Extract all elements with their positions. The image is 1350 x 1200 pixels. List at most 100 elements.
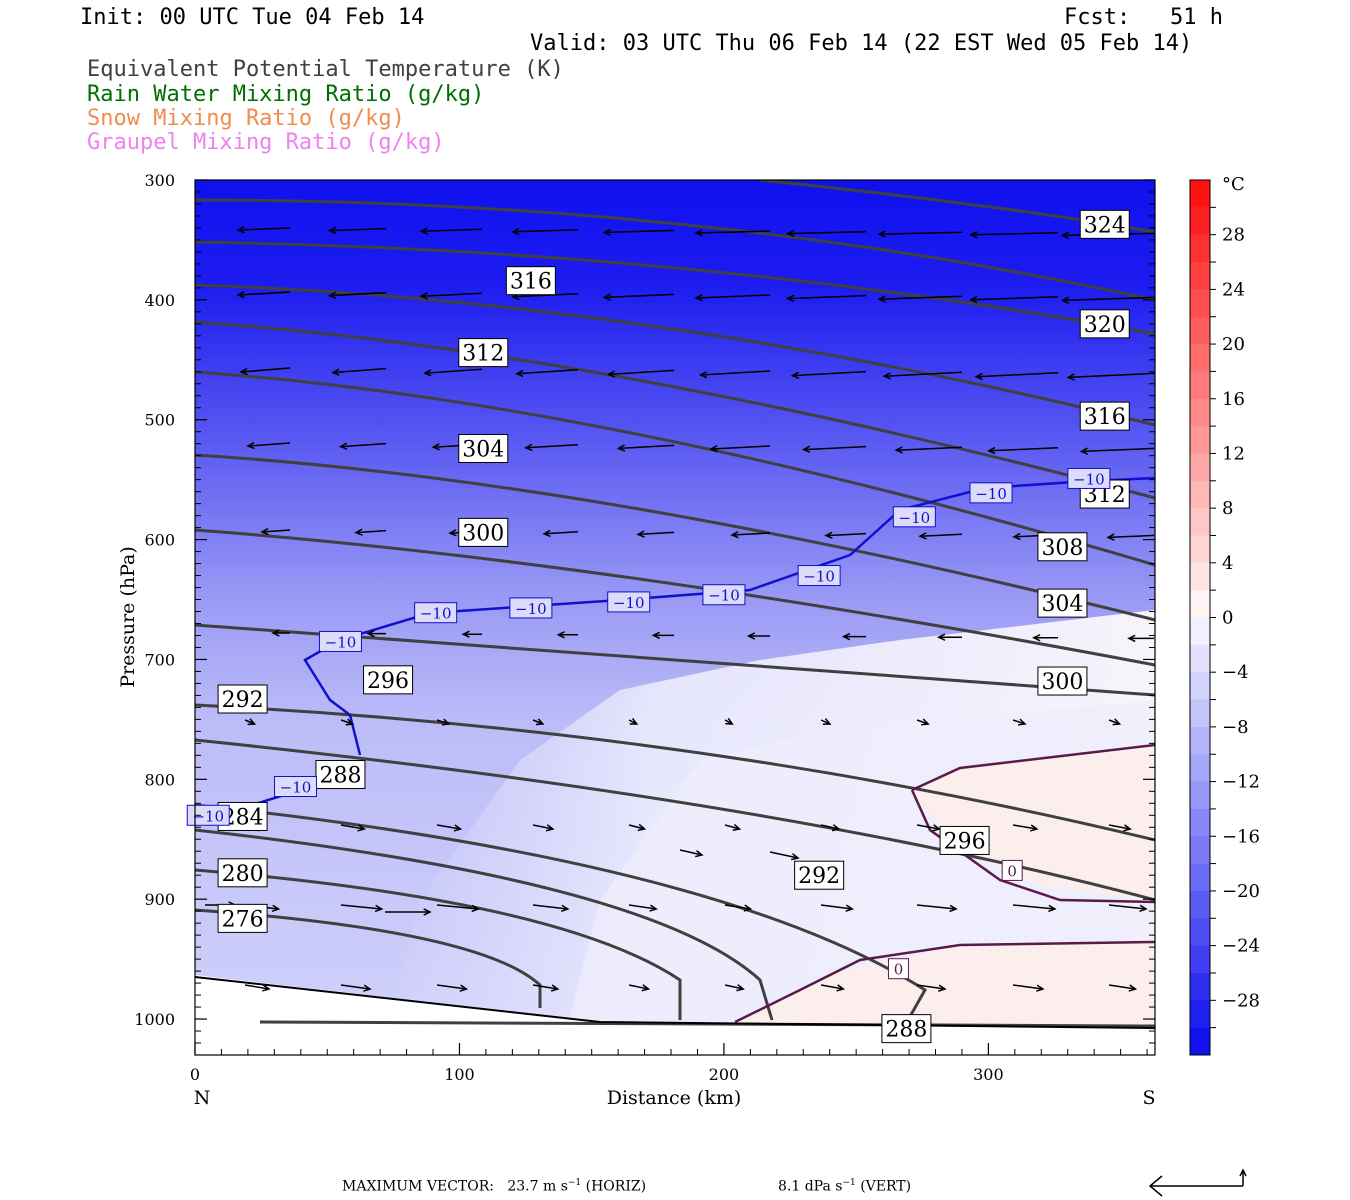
isotherm-label-box	[273, 776, 317, 798]
isotherm-label-box	[887, 958, 909, 980]
isotherm-label-box	[1067, 467, 1111, 489]
wind-vector	[340, 718, 355, 726]
colorbar-tick-label: −8	[1222, 717, 1249, 738]
wind-vector	[327, 291, 387, 299]
vert-exp: −1	[842, 1178, 856, 1188]
wind-vector	[602, 228, 675, 236]
theta-line	[195, 283, 1155, 427]
legend-snow: Snow Mixing Ratio (g/kg)	[87, 106, 405, 131]
wind-vector	[366, 629, 386, 638]
wind-vector	[1108, 718, 1122, 726]
wind-vector	[423, 368, 483, 377]
wind-vector	[616, 444, 675, 452]
wind-vector	[694, 294, 771, 302]
wind-vector	[556, 631, 578, 639]
y-tick-label: 300	[144, 171, 175, 190]
wind-vector	[709, 444, 771, 453]
theta-label: 288	[319, 764, 361, 789]
colorbar-tick-label: 28	[1222, 225, 1245, 246]
isotherm-label: −10	[899, 509, 931, 527]
isotherm-label: 0	[894, 961, 904, 979]
wind-vector	[436, 824, 463, 832]
theta-label: 292	[798, 864, 840, 889]
colorbar-bin	[1190, 945, 1210, 974]
wind-vector	[524, 443, 579, 452]
legend-rain-water: Rain Water Mixing Ratio (g/kg)	[87, 82, 485, 107]
wind-vector	[1106, 533, 1155, 541]
wind-vector	[651, 631, 674, 640]
x-end-label-n: N	[194, 1087, 211, 1109]
theta-label-box	[217, 684, 268, 714]
colorbar-bin	[1190, 808, 1210, 837]
wind-vector	[1012, 824, 1039, 832]
wind-vector	[327, 226, 387, 235]
colorbar-bin	[1190, 480, 1210, 509]
theta-label: 296	[367, 669, 409, 694]
wind-vector	[698, 370, 771, 379]
colorbar-bin	[1190, 453, 1210, 482]
isotherm-label: −10	[803, 568, 835, 586]
wind-vector	[916, 824, 942, 832]
theta-label: 308	[1041, 536, 1083, 561]
wind-vector	[628, 717, 639, 725]
wind-vector	[532, 904, 570, 913]
wind-vector	[628, 823, 647, 832]
theta-line	[195, 198, 1155, 302]
legend-theta-e: Equivalent Potential Temperature (K)	[87, 57, 564, 82]
theta-label-box	[794, 860, 845, 890]
theta-label: 300	[1041, 670, 1083, 695]
theta-label: 316	[1084, 405, 1126, 430]
colorbar-tick-label: 20	[1222, 334, 1245, 355]
theta-line	[195, 868, 682, 1020]
theta-label: 316	[510, 270, 552, 295]
y-tick-label: 600	[144, 531, 175, 550]
wind-vector	[511, 227, 579, 236]
colorbar-bin	[1190, 1000, 1210, 1029]
x-tick-label: 300	[973, 1065, 1004, 1084]
wind-vector	[542, 529, 579, 538]
wind-vector	[724, 823, 742, 832]
isotherm-label: −10	[192, 807, 224, 825]
colorbar-tick-label: 0	[1222, 608, 1233, 629]
theta-label: 280	[222, 862, 264, 887]
theta-line	[195, 803, 928, 1021]
colorbar-tick-label: 24	[1222, 279, 1245, 300]
colorbar-bin	[1190, 781, 1210, 810]
horiz-exp: −1	[567, 1178, 582, 1188]
isotherm-label: −10	[325, 633, 357, 651]
colorbar-bin	[1190, 1027, 1210, 1056]
y-tick-label: 500	[144, 411, 175, 430]
wind-vector	[820, 984, 846, 992]
x-tick-label: 200	[709, 1065, 740, 1084]
wind-vector	[340, 824, 366, 832]
isotherm-label-box	[1001, 859, 1023, 881]
colorbar-bin	[1190, 726, 1210, 755]
wind-vector	[1066, 372, 1155, 381]
wind-vector	[916, 984, 947, 992]
colorbar-tick-label: −4	[1222, 662, 1249, 683]
horiz-tag: (HORIZ)	[585, 1178, 647, 1195]
wind-vector	[340, 904, 384, 913]
colorbar-bin	[1190, 398, 1210, 427]
wind-vector	[331, 367, 387, 376]
wind-vector	[841, 632, 866, 641]
wind-vector	[436, 984, 469, 992]
theta-label-box	[1079, 401, 1130, 431]
wind-vector	[969, 295, 1059, 304]
theta-line	[195, 320, 1155, 500]
wind-vector	[820, 904, 854, 912]
isotherm-label-box	[969, 482, 1013, 504]
theta-line	[195, 828, 774, 1021]
wind-vector	[354, 528, 387, 536]
y-tick-label: 800	[144, 770, 175, 789]
theta-label-box	[458, 517, 509, 547]
wind-vector	[385, 908, 432, 916]
wind-vector	[1012, 984, 1045, 992]
theta-label-box	[217, 903, 268, 933]
theta-label: 304	[462, 437, 504, 462]
forecast-hour: Fcst: 51 h	[1064, 5, 1223, 30]
wind-vector	[239, 367, 291, 376]
wind-vector	[746, 632, 770, 640]
y-axis-label: Pressure (hPa)	[117, 546, 139, 688]
